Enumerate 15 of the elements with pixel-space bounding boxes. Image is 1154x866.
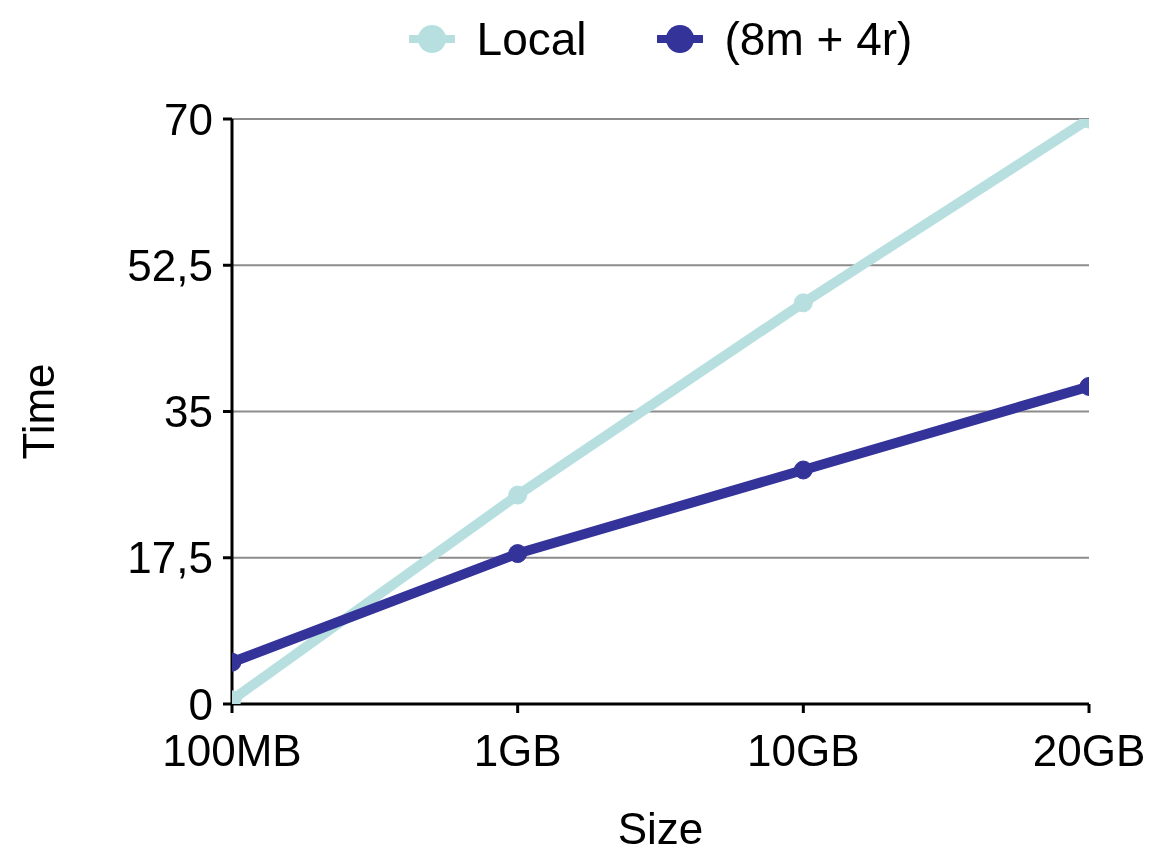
legend-label: Local (476, 12, 587, 66)
point (508, 485, 528, 505)
y-tick-label: 70 (164, 94, 213, 144)
x-tick-label: 100MB (162, 726, 302, 776)
y-tick-label: 35 (164, 387, 213, 437)
y-tick-label: 0 (188, 679, 213, 729)
point (793, 293, 813, 313)
y-tick-label: 52,5 (127, 240, 213, 290)
x-tick-label: 10GB (747, 726, 860, 776)
y-axis-title: Time (13, 363, 63, 460)
x-tick-label: 1GB (473, 726, 562, 776)
legend-label: (8m + 4r) (724, 12, 913, 66)
x-axis-title: Size (617, 804, 704, 853)
x-tick-label: 20GB (1032, 726, 1146, 776)
y-tick-label: 17,5 (127, 533, 213, 583)
